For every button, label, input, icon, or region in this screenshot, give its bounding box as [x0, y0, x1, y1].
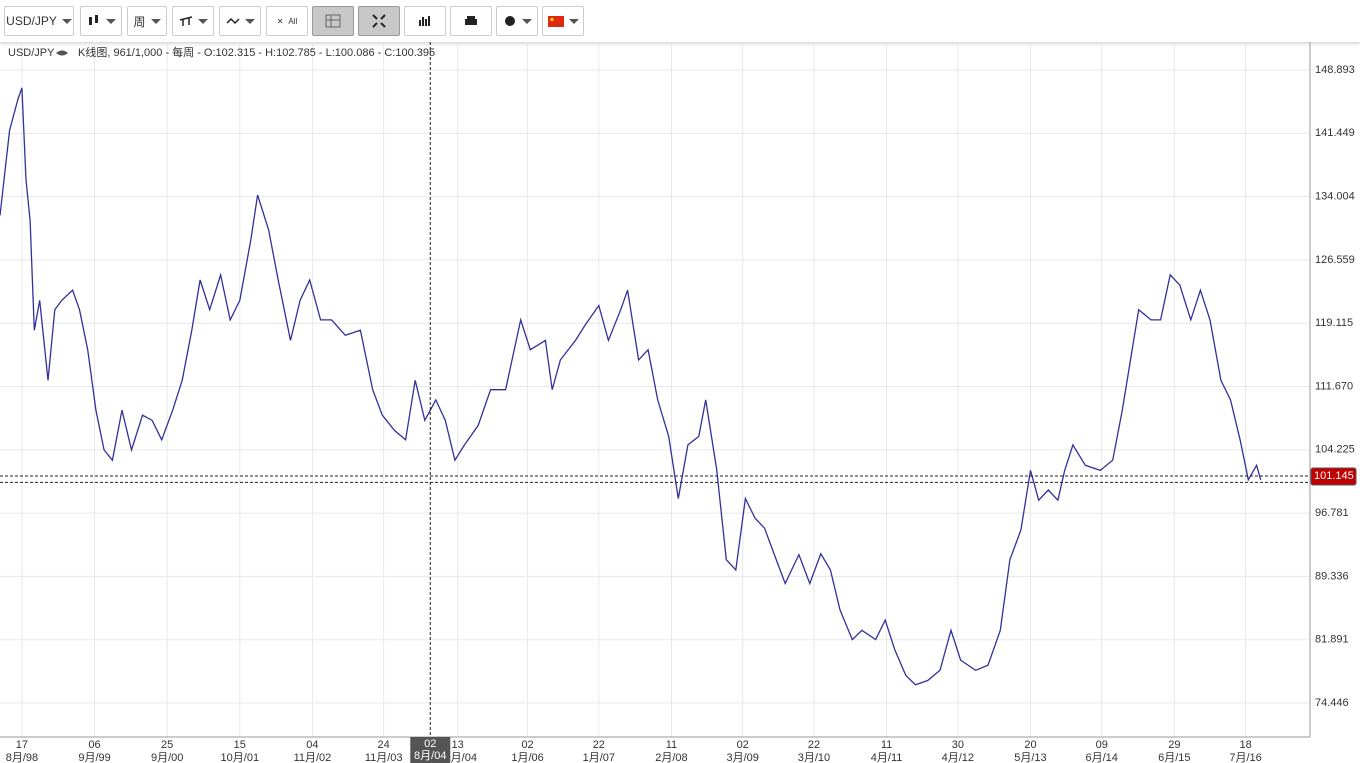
x-tick-label: 06 [88, 739, 100, 751]
crosshair-label: 02 [424, 738, 436, 750]
x-tick-sublabel: 6月/15 [1158, 752, 1190, 763]
x-tick-label: 22 [808, 739, 820, 751]
theme-button[interactable] [496, 6, 538, 36]
x-tick-label: 18 [1239, 739, 1251, 751]
grid-button[interactable] [312, 6, 354, 36]
symbol-text: USD/JPY [6, 14, 57, 28]
x-tick-sublabel: 11月/02 [294, 752, 332, 763]
x-tick-label: 09 [1096, 739, 1108, 751]
x-tick-label: 15 [234, 739, 246, 751]
icon [372, 14, 386, 28]
x-tick-label: 02 [521, 739, 533, 751]
x-tick-sublabel: 4月/12 [942, 752, 974, 763]
y-tick-label: 104.225 [1315, 444, 1355, 456]
x-tick-label: 11 [666, 739, 677, 751]
last-price-box [1310, 467, 1357, 486]
icon [88, 15, 98, 25]
all-text: All [288, 16, 298, 26]
x-tick-label: 13 [452, 739, 464, 751]
last-price-label: 101.145 [1314, 470, 1354, 482]
draw-button[interactable] [219, 6, 261, 36]
x-tick-label: 22 [593, 739, 605, 751]
x-tick-sublabel: 9月/00 [151, 752, 183, 763]
eye-icon[interactable] [56, 50, 68, 56]
crosshair-box [410, 737, 451, 763]
period-button[interactable]: 周 [127, 6, 167, 36]
icon [325, 14, 341, 28]
x-tick-sublabel: 3月/10 [798, 752, 830, 763]
x-tick-sublabel: 6月/14 [1086, 752, 1118, 763]
chart-title: USD/JPY [8, 47, 55, 59]
x-tick-label: 30 [952, 739, 964, 751]
icon [547, 15, 564, 27]
y-tick-label: 148.893 [1315, 64, 1355, 76]
x-tick-sublabel: 12月/04 [438, 752, 477, 763]
x-tick-sublabel: 1月/07 [583, 752, 615, 763]
icon [225, 17, 240, 25]
crosshair-sublabel: 8月/04 [414, 750, 446, 762]
icon [504, 16, 515, 26]
x-tick-label: 11 [881, 739, 892, 751]
fullscreen-button[interactable] [358, 6, 400, 36]
remove-all-button[interactable]: ✕ All [266, 6, 308, 36]
x-tick-label: 04 [306, 739, 318, 751]
x-tick-sublabel: 10月/01 [221, 752, 260, 763]
chart-type-button[interactable] [80, 6, 122, 36]
y-tick-label: 74.446 [1315, 697, 1349, 709]
chart-subtitle: K线图, 961/1,000 - 每周 - O:102.315 - H:102.… [78, 45, 435, 59]
x-tick-label: 29 [1168, 739, 1180, 751]
icon [419, 16, 430, 26]
x-tick-sublabel: 11月/03 [365, 752, 403, 763]
period-text: 周 [133, 14, 146, 29]
x-tick-sublabel: 4月/11 [871, 752, 903, 763]
volume-button[interactable] [404, 6, 446, 36]
x-tick-label: 17 [16, 739, 28, 751]
x-tick-sublabel: 8月/98 [6, 752, 38, 763]
y-tick-label: 134.004 [1315, 191, 1355, 203]
y-tick-label: 96.781 [1315, 507, 1349, 519]
price-line [0, 87, 1262, 686]
x-tick-sublabel: 1月/06 [511, 752, 543, 763]
print-button[interactable] [450, 6, 492, 36]
grid: 148.893 141.449 134.004 126.559 119.115 111.6… [0, 42, 1357, 763]
x-tick-sublabel: 9月/99 [78, 752, 110, 763]
x-tick-sublabel: 3月/09 [726, 752, 758, 763]
x-tick-sublabel: 7月/16 [1229, 752, 1261, 763]
y-tick-label: 141.449 [1315, 127, 1355, 139]
indicator-button[interactable] [172, 6, 214, 36]
language-button[interactable] [542, 6, 584, 36]
x-tick-label: 25 [161, 739, 173, 751]
toolbar: USD/JPY 周 ✕ All [0, 0, 1360, 43]
y-tick-label: 89.336 [1315, 570, 1349, 582]
x-tick-label: 02 [737, 739, 749, 751]
icon [465, 16, 477, 25]
y-tick-label: 111.670 [1315, 380, 1353, 392]
y-tick-label: 126.559 [1315, 254, 1355, 266]
chart: 148.893 141.449 134.004 126.559 119.115 111.6… [0, 42, 1357, 763]
y-tick-label: 119.115 [1315, 317, 1353, 329]
x-tick-label: 24 [378, 739, 390, 751]
x-tick-sublabel: 2月/08 [655, 752, 687, 763]
x-tick-label: 20 [1024, 739, 1036, 751]
y-tick-label: 81.891 [1315, 634, 1349, 646]
x-tick-sublabel: 5月/13 [1014, 752, 1046, 763]
symbol-button[interactable]: USD/JPY [4, 6, 74, 36]
icon [179, 16, 192, 26]
